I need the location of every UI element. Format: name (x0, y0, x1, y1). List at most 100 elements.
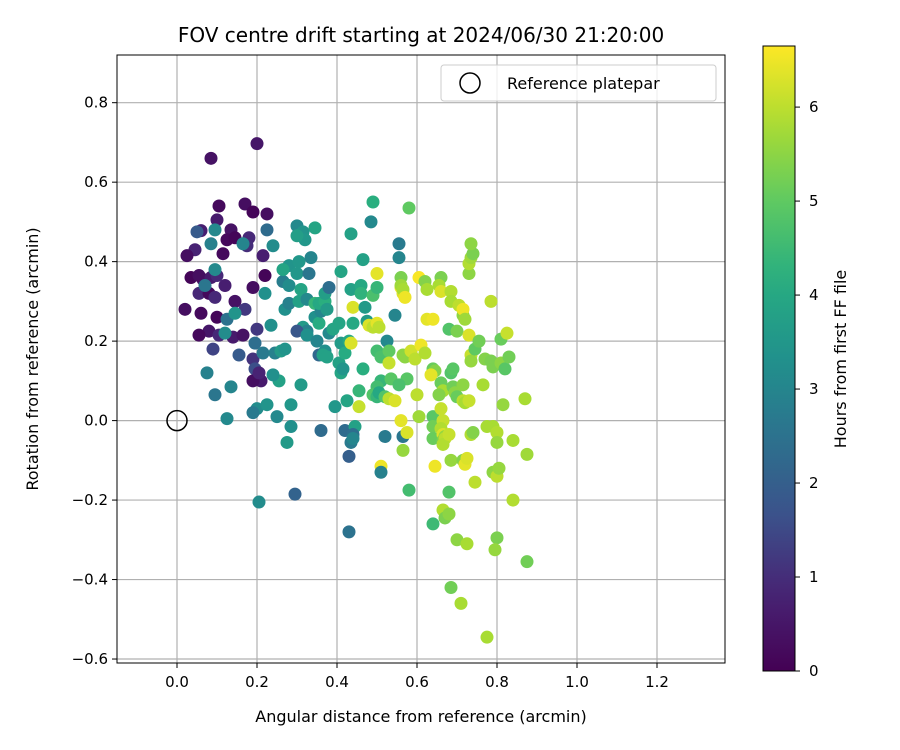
data-point (236, 328, 250, 342)
data-point (458, 312, 472, 326)
data-point (238, 197, 252, 211)
data-point (338, 346, 352, 360)
data-point (192, 328, 206, 342)
data-point (288, 487, 302, 501)
data-point (280, 435, 294, 449)
y-tick-label: −0.2 (72, 491, 108, 509)
data-point (432, 388, 446, 402)
legend-open-circle-icon (459, 72, 481, 94)
data-point (232, 348, 246, 362)
data-point (320, 350, 334, 364)
data-point (250, 137, 264, 151)
data-point (284, 420, 298, 434)
data-point (480, 630, 494, 644)
x-tick-label: 0.0 (165, 673, 189, 691)
data-point (464, 354, 478, 368)
data-point (332, 316, 346, 330)
data-point (266, 239, 280, 253)
data-point (434, 402, 448, 416)
data-point (208, 223, 222, 237)
data-point (278, 342, 292, 356)
data-point (208, 290, 222, 304)
data-point (276, 263, 290, 277)
data-point (484, 294, 498, 308)
x-axis-title: Angular distance from reference (arcmin) (255, 707, 586, 726)
data-point (392, 251, 406, 265)
data-point (290, 324, 304, 338)
data-point (372, 320, 386, 334)
data-point (402, 483, 416, 497)
data-point (468, 475, 482, 489)
data-point (428, 459, 442, 473)
data-point (394, 414, 408, 428)
data-point (506, 433, 520, 447)
data-point (490, 435, 504, 449)
data-point (506, 493, 520, 507)
data-point (490, 426, 504, 440)
x-tick-label: 0.6 (405, 673, 429, 691)
data-point (290, 229, 304, 243)
data-point (260, 398, 274, 412)
data-point (238, 302, 252, 316)
x-tick-label: 1.2 (645, 673, 669, 691)
data-point (320, 302, 334, 316)
data-point (246, 205, 260, 219)
data-point (344, 227, 358, 241)
data-point (520, 555, 534, 569)
data-point (354, 286, 368, 300)
data-point (370, 280, 384, 294)
colorbar-tick-label: 4 (809, 286, 819, 304)
data-point (200, 366, 214, 380)
data-point (228, 294, 242, 308)
data-point (450, 533, 464, 547)
data-point (442, 485, 456, 499)
data-point (270, 410, 284, 424)
y-tick-label: 0.0 (84, 412, 108, 430)
data-point (346, 431, 360, 445)
data-point (370, 267, 384, 281)
data-point (248, 336, 262, 350)
data-point (352, 400, 366, 414)
data-point (472, 334, 486, 348)
data-point (366, 195, 380, 209)
data-point (202, 324, 216, 338)
data-point (210, 310, 224, 324)
y-axis-ticks: −0.6 −0.4 −0.2 0.0 0.2 0.4 0.6 0.8 (72, 94, 117, 668)
data-point (208, 263, 222, 277)
data-point (426, 410, 440, 424)
data-point (284, 398, 298, 412)
data-point (246, 352, 260, 366)
data-point (352, 384, 366, 398)
data-point (204, 237, 218, 251)
data-point (192, 269, 206, 283)
data-point (444, 580, 458, 594)
data-point (434, 284, 448, 298)
data-points (178, 137, 534, 644)
data-point (258, 269, 272, 283)
data-point (498, 362, 512, 376)
data-point (490, 531, 504, 545)
data-point (204, 151, 218, 165)
data-point (456, 378, 470, 392)
data-point (398, 290, 412, 304)
data-point (302, 267, 316, 281)
data-point (462, 394, 476, 408)
colorbar-ticks: 0 1 2 3 4 5 6 (795, 98, 819, 680)
data-point (444, 453, 458, 467)
data-point (410, 388, 424, 402)
data-point (216, 247, 230, 261)
data-point (336, 362, 350, 376)
x-tick-label: 1.0 (565, 673, 589, 691)
data-point (334, 265, 348, 279)
data-point (426, 312, 440, 326)
data-point (282, 296, 296, 310)
data-point (264, 318, 278, 332)
y-axis-title: Rotation from reference (arcmin) (23, 227, 42, 490)
data-point (266, 368, 280, 382)
data-point (518, 392, 532, 406)
data-point (446, 362, 460, 376)
data-point (304, 251, 318, 265)
data-point (358, 300, 372, 314)
data-point (462, 328, 476, 342)
